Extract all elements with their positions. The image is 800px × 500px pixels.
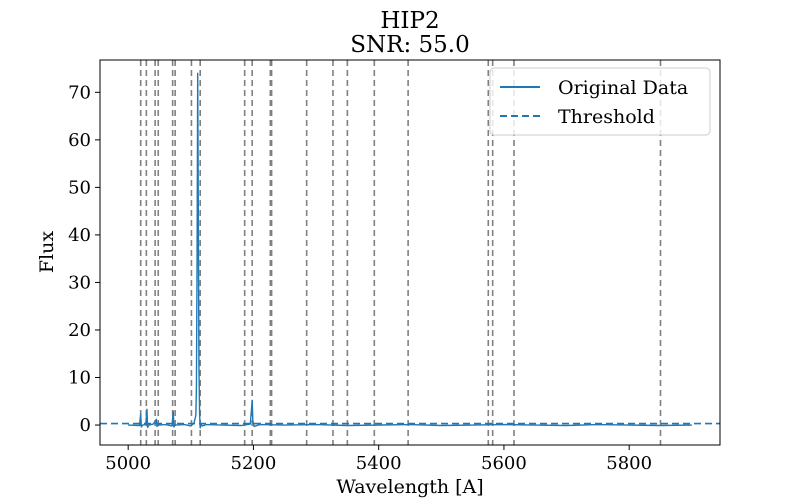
y-tick-label: 50 <box>68 177 91 198</box>
x-tick-label: 5400 <box>356 453 402 474</box>
x-axis: 5000 5200 5400 5600 5800 <box>105 445 652 474</box>
x-axis-label: Wavelength [A] <box>336 476 483 498</box>
reference-lines <box>139 60 662 445</box>
chart-subtitle: SNR: 55.0 <box>350 32 469 58</box>
y-tick-label: 70 <box>68 82 91 103</box>
x-tick-label: 5800 <box>606 453 652 474</box>
y-tick-label: 10 <box>68 368 91 389</box>
series-line-original-data <box>128 72 692 429</box>
series-lines <box>100 72 720 429</box>
legend-label-original-data: Original Data <box>558 77 688 99</box>
x-tick-label: 5600 <box>481 453 527 474</box>
y-tick-label: 0 <box>80 415 91 436</box>
chart-title: HIP2 <box>380 8 439 34</box>
x-tick-label: 5200 <box>231 453 277 474</box>
legend: Original Data Threshold <box>489 67 711 136</box>
y-tick-label: 60 <box>68 130 91 151</box>
legend-box <box>489 67 711 136</box>
legend-label-threshold: Threshold <box>558 106 655 128</box>
plot-area-frame <box>99 59 721 446</box>
x-tick-label: 5000 <box>105 453 151 474</box>
y-axis: 0 10 20 30 40 50 60 70 <box>68 82 100 436</box>
y-tick-label: 40 <box>68 225 91 246</box>
y-tick-label: 30 <box>68 272 91 293</box>
y-axis-label: Flux <box>36 231 58 273</box>
y-tick-label: 20 <box>68 320 91 341</box>
